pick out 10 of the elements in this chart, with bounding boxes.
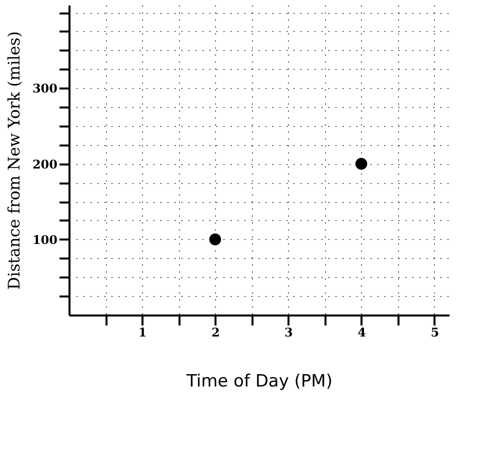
x-tick-label: 4 xyxy=(358,326,366,340)
x-axis-title: Time of Day (PM) xyxy=(186,372,332,392)
x-tick-label: 1 xyxy=(138,326,147,340)
y-tick-label: 300 xyxy=(32,82,58,96)
y-axis-title: Distance from New York (miles) xyxy=(4,31,24,290)
y-tick-label: 100 xyxy=(32,232,58,247)
x-tick-label: 5 xyxy=(430,326,440,340)
x-tick-label: 3 xyxy=(284,326,293,340)
x-tick-label: 2 xyxy=(211,326,220,340)
y-tick-label: 200 xyxy=(32,157,58,172)
